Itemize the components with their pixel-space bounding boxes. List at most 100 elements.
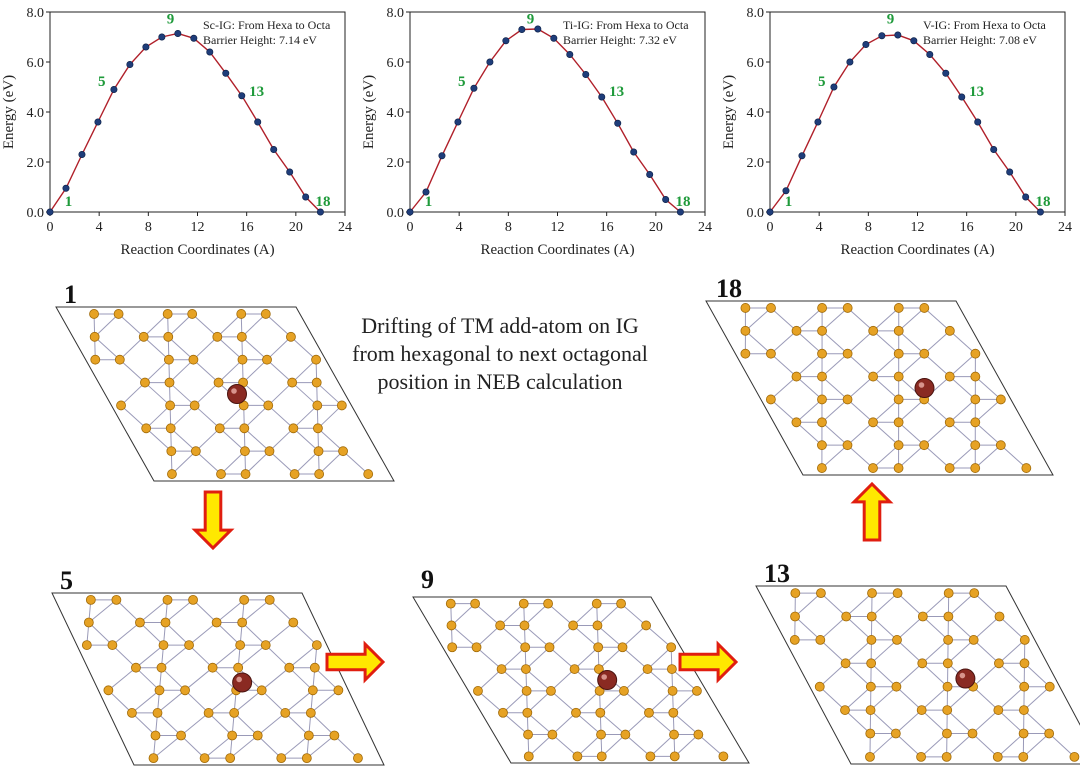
carbon-atom	[1019, 658, 1030, 669]
y-tick-label: 4.0	[387, 106, 405, 121]
data-point	[830, 83, 838, 91]
plot-subtitle: Barrier Height: 7.14 eV	[203, 33, 317, 47]
bond	[997, 709, 1024, 734]
carbon-atom	[264, 446, 275, 457]
carbon-atom	[89, 331, 100, 342]
plot-subtitle: Barrier Height: 7.32 eV	[563, 33, 677, 47]
carbon-atom	[135, 617, 145, 628]
carbon-atom	[1069, 751, 1080, 762]
point-label-1: 1	[785, 194, 793, 210]
carbon-atom	[596, 729, 606, 740]
arrow-up	[850, 481, 894, 542]
x-tick-label: 0	[47, 220, 54, 235]
data-point	[190, 34, 198, 42]
tm-atom-highlight	[601, 674, 607, 680]
bond	[922, 616, 949, 641]
bond	[577, 734, 602, 757]
bond	[896, 616, 924, 641]
carbon-atom	[237, 617, 248, 628]
carbon-atom	[1044, 728, 1055, 739]
bond	[265, 644, 290, 669]
bond	[208, 712, 233, 736]
bond	[219, 405, 245, 429]
tm-atom-highlight	[236, 676, 242, 683]
carbon-atom	[620, 729, 631, 740]
carbon-atom	[107, 640, 118, 650]
bond	[161, 667, 186, 691]
carbon-atom	[569, 664, 580, 674]
carbon-atom	[240, 446, 250, 457]
carbon-atom	[1019, 635, 1030, 645]
data-point	[62, 184, 70, 192]
carbon-atom	[893, 417, 904, 428]
plot-title: Ti-IG: From Hexa to Octa	[563, 18, 689, 32]
unit-cell-outline	[705, 300, 1054, 476]
x-tick-label: 16	[960, 220, 974, 235]
bond	[698, 734, 724, 757]
bond	[819, 639, 846, 664]
carbon-atom	[1018, 705, 1029, 715]
data-point	[222, 69, 230, 77]
bond	[847, 399, 874, 423]
bond	[219, 427, 246, 452]
bond	[267, 405, 294, 429]
carbon-atom	[138, 331, 149, 342]
data-point	[502, 37, 510, 45]
carbon-atom	[942, 658, 953, 669]
carbon-atom	[718, 751, 729, 762]
bond	[599, 712, 626, 735]
carbon-atom	[329, 730, 340, 741]
carbon-atom	[842, 394, 853, 405]
bond	[648, 690, 673, 714]
carbon-atom	[162, 594, 173, 605]
bond	[139, 622, 164, 646]
bond	[847, 307, 874, 332]
bond	[269, 599, 294, 623]
bond	[845, 616, 872, 641]
x-tick-label: 8	[145, 220, 152, 235]
carbon-atom	[942, 728, 952, 739]
y-tick-label: 2.0	[27, 156, 45, 171]
bond	[242, 359, 268, 383]
bond	[819, 662, 846, 688]
carbon-atom	[176, 730, 186, 741]
bond	[972, 733, 999, 758]
carbon-atom	[114, 354, 125, 365]
carbon-atom	[1044, 681, 1055, 692]
carbon-atom	[970, 440, 981, 451]
bond	[549, 625, 574, 648]
bond-layer	[794, 592, 1075, 758]
flow-arrows	[191, 481, 894, 684]
carbon-atom	[970, 463, 981, 473]
bond	[334, 735, 359, 759]
bond	[229, 735, 259, 759]
bond	[921, 686, 948, 711]
data-point	[990, 146, 998, 154]
y-tick-label: 6.0	[387, 56, 405, 71]
carbon-atom	[521, 664, 531, 674]
bond	[165, 622, 190, 646]
carbon-atom	[919, 348, 930, 359]
carbon-atom	[740, 325, 751, 336]
bond	[949, 421, 976, 446]
carbon-atom	[571, 707, 581, 718]
carbon-atom	[642, 664, 653, 674]
carbon-atom	[473, 686, 483, 696]
bond	[194, 405, 221, 429]
bond	[847, 330, 874, 355]
carbon-atom	[471, 642, 482, 653]
bond	[257, 712, 286, 736]
bond	[745, 307, 772, 332]
x-tick-label: 20	[649, 220, 663, 235]
data-point	[78, 151, 86, 159]
bond	[1022, 733, 1050, 758]
bond	[923, 330, 951, 355]
bond	[923, 353, 951, 377]
carbon-atom	[817, 348, 827, 359]
carbon-atom	[892, 635, 902, 645]
carbon-atom	[791, 325, 802, 336]
bond	[474, 603, 501, 626]
bond	[528, 734, 553, 757]
carbon-atom	[163, 331, 174, 342]
data-point	[422, 188, 430, 196]
